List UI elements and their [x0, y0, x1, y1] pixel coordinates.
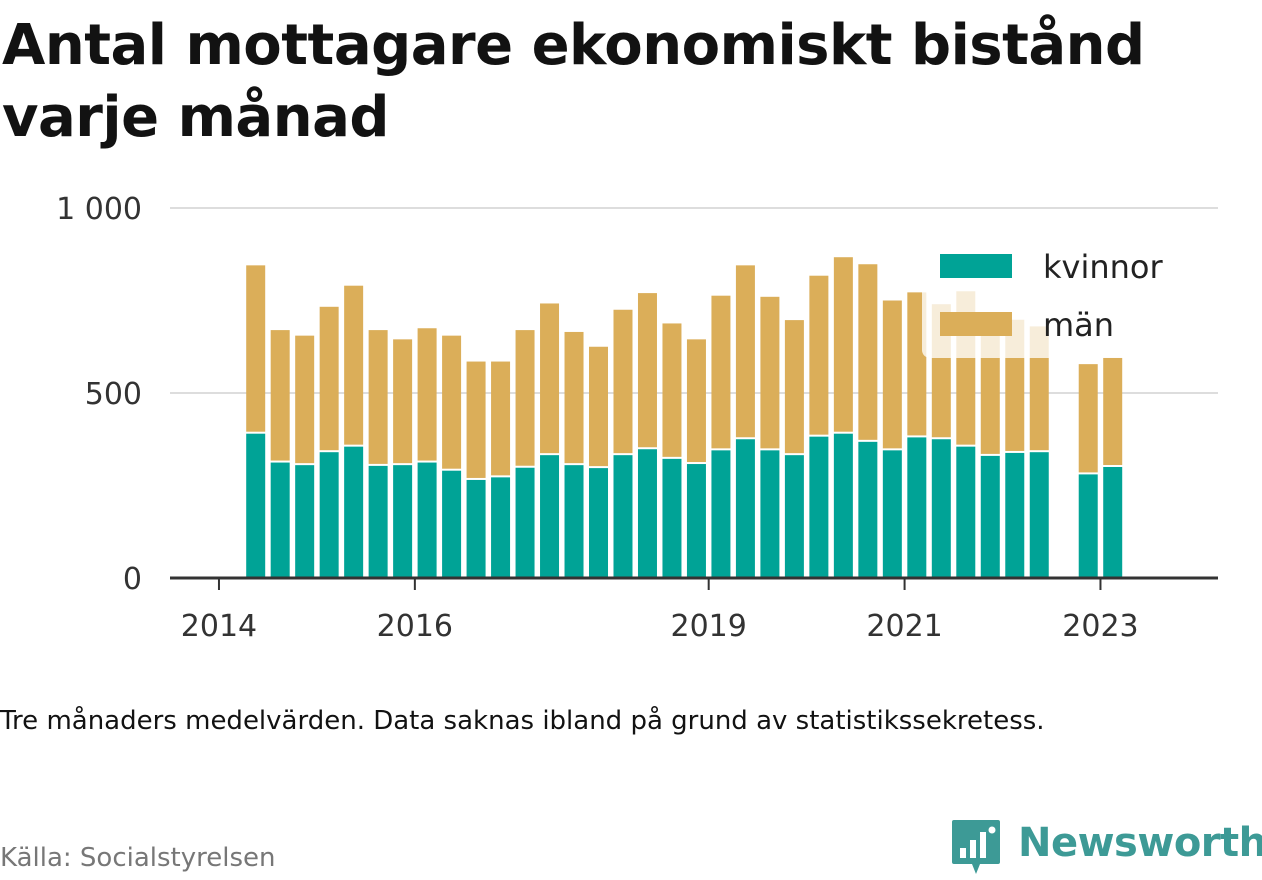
x-tick-label-0: 2014 — [181, 609, 257, 644]
bar-kvinnor-2 — [295, 465, 315, 578]
bar-män-6 — [393, 339, 413, 464]
bar-män-27 — [907, 292, 927, 436]
x-tick-label-1: 2016 — [377, 609, 453, 644]
bar-kvinnor-25 — [858, 441, 878, 578]
bar-män-0 — [246, 265, 266, 432]
bar-kvinnor-6 — [393, 465, 413, 578]
bar-män-11 — [515, 330, 535, 466]
bar-chart-speech-bubble-icon — [952, 820, 1000, 874]
bar-kvinnor-15 — [613, 455, 633, 578]
bar-kvinnor-14 — [589, 468, 609, 578]
bar-män-34 — [1103, 357, 1123, 465]
bar-män-5 — [368, 330, 388, 464]
bar-kvinnor-0 — [246, 433, 266, 578]
x-tick-label-4: 2023 — [1062, 609, 1138, 644]
bar-kvinnor-16 — [637, 449, 657, 578]
bar-män-1 — [270, 330, 290, 461]
newsworthy-logo: Newsworthy — [950, 818, 1262, 878]
legend: kvinnor män — [922, 218, 1217, 358]
bar-kvinnor-32 — [1029, 452, 1049, 578]
bar-män-21 — [760, 296, 780, 449]
bar-män-33 — [1078, 364, 1098, 473]
bar-män-16 — [637, 293, 657, 448]
bar-kvinnor-18 — [686, 464, 706, 578]
bar-kvinnor-13 — [564, 465, 584, 578]
bar-kvinnor-17 — [662, 458, 682, 578]
bar-män-23 — [809, 275, 829, 435]
bar-män-24 — [833, 257, 853, 432]
bar-kvinnor-8 — [442, 470, 462, 578]
bar-kvinnor-10 — [491, 477, 511, 578]
bar-män-22 — [784, 320, 804, 454]
x-axis: 2014 2016 2019 2021 2023 — [170, 576, 1218, 644]
bar-män-10 — [491, 361, 511, 476]
stacked-bar-chart: 0 500 1 000 2014 2016 2019 2021 2023 kvinnor mä… — [56, 192, 1218, 644]
bar-män-12 — [540, 303, 560, 454]
bar-män-7 — [417, 328, 437, 461]
bar-män-15 — [613, 309, 633, 454]
bar-kvinnor-33 — [1078, 474, 1098, 578]
bars — [246, 257, 1123, 578]
bar-män-3 — [319, 306, 339, 451]
bar-kvinnor-28 — [931, 439, 951, 578]
y-tick-label-0: 0 — [123, 562, 142, 597]
bar-kvinnor-30 — [980, 455, 1000, 578]
bar-kvinnor-1 — [270, 462, 290, 578]
bar-män-9 — [466, 361, 486, 478]
legend-label-kvinnor: kvinnor — [1043, 248, 1164, 286]
brand-name: Newsworthy — [1018, 820, 1262, 866]
bar-kvinnor-12 — [540, 455, 560, 578]
bar-män-17 — [662, 323, 682, 457]
bar-män-8 — [442, 335, 462, 469]
bar-kvinnor-27 — [907, 437, 927, 578]
bar-kvinnor-22 — [784, 455, 804, 578]
bar-män-20 — [735, 265, 755, 438]
source-label: Källa: Socialstyrelsen — [0, 843, 276, 873]
x-tick-label-2: 2019 — [671, 609, 747, 644]
bar-kvinnor-34 — [1103, 467, 1123, 578]
bar-kvinnor-23 — [809, 436, 829, 578]
bar-män-14 — [589, 346, 609, 467]
y-tick-label-1: 500 — [85, 377, 142, 412]
bar-män-2 — [295, 335, 315, 464]
bar-kvinnor-26 — [882, 450, 902, 578]
bar-kvinnor-9 — [466, 479, 486, 578]
bar-kvinnor-5 — [368, 465, 388, 578]
bar-män-25 — [858, 264, 878, 440]
chart-note: Tre månaders medelvärden. Data saknas ib… — [0, 706, 1045, 736]
bar-kvinnor-7 — [417, 462, 437, 578]
legend-swatch-kvinnor — [940, 254, 1012, 278]
y-axis-ticks: 0 500 1 000 — [56, 192, 142, 597]
bar-kvinnor-29 — [956, 446, 976, 578]
bar-kvinnor-24 — [833, 433, 853, 578]
bar-män-19 — [711, 295, 731, 449]
bar-kvinnor-3 — [319, 452, 339, 578]
chart-title: Antal mottagare ekonomiskt bistånd varje… — [2, 13, 1145, 150]
bar-kvinnor-21 — [760, 450, 780, 578]
bar-män-4 — [344, 285, 364, 445]
bar-kvinnor-19 — [711, 450, 731, 578]
x-tick-label-3: 2021 — [866, 609, 942, 644]
bar-män-13 — [564, 331, 584, 464]
bar-kvinnor-20 — [735, 439, 755, 578]
bar-män-26 — [882, 300, 902, 449]
bar-kvinnor-11 — [515, 467, 535, 578]
legend-swatch-män — [940, 312, 1012, 336]
bar-kvinnor-4 — [344, 446, 364, 578]
bar-kvinnor-31 — [1005, 452, 1025, 578]
legend-label-män: män — [1043, 306, 1114, 344]
bar-män-18 — [686, 339, 706, 463]
y-tick-label-2: 1 000 — [56, 192, 142, 227]
